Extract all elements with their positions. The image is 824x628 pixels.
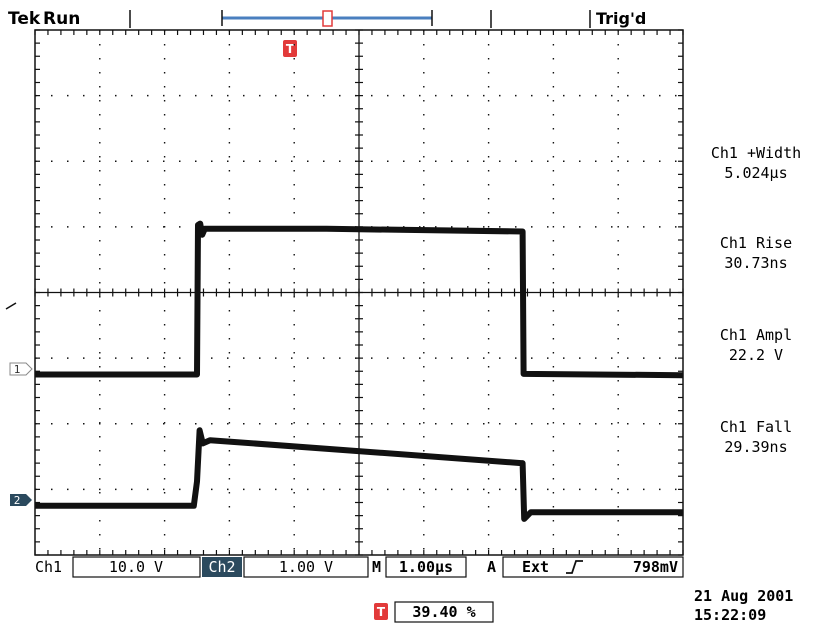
timebase-label: M [372, 558, 381, 576]
measurement-name: Ch1 Rise [720, 234, 792, 252]
measurement-panel: Ch1 +Width 5.024µs Ch1 Rise 30.73ns Ch1 … [711, 144, 801, 456]
svg-text:1: 1 [14, 363, 21, 376]
trigger-mode-label: A [487, 558, 496, 576]
svg-text:1.00µs: 1.00µs [399, 558, 453, 576]
graticule-grid [34, 29, 684, 556]
measurement-value: 30.73ns [724, 254, 787, 272]
trigger-level-tick [5, 302, 17, 310]
svg-text:2: 2 [14, 494, 21, 507]
record-length-bar[interactable] [221, 10, 433, 27]
trigger-position-icon[interactable]: T [283, 40, 297, 57]
ch2-label: Ch2 [202, 557, 242, 577]
svg-text:T: T [377, 605, 386, 619]
rising-edge-icon [566, 560, 583, 574]
run-state: Run [43, 9, 80, 29]
ch1-ground-marker[interactable]: 1 [9, 362, 33, 376]
trigger-state: Trig'd [596, 9, 646, 28]
status-bar: Ch1 10.0 V Ch2 1.00 V M 1.00µs A Ext 798… [35, 556, 684, 578]
header: Tek Run Trig'd T [8, 9, 646, 57]
measurement-name: Ch1 +Width [711, 144, 801, 162]
timebase-field[interactable]: 1.00µs [385, 556, 467, 578]
brand-label: Tek [8, 9, 41, 29]
svg-text:10.0 V: 10.0 V [109, 558, 163, 576]
svg-text:T: T [286, 42, 295, 56]
svg-text:Ch2: Ch2 [208, 558, 235, 576]
trigger-settings-field[interactable]: Ext 798mV [502, 556, 684, 578]
ch1-trace [35, 220, 684, 379]
waveform-traces [35, 220, 684, 522]
ch1-scale-field[interactable]: 10.0 V [72, 556, 201, 578]
ch2-trace [35, 427, 683, 522]
measurement-name: Ch1 Fall [720, 418, 792, 436]
measurement-value: 29.39ns [724, 438, 787, 456]
time-label: 15:22:09 [694, 606, 766, 624]
record-window-marker[interactable] [322, 10, 333, 27]
trigger-source: Ext [522, 558, 549, 576]
ch1-label: Ch1 [35, 558, 62, 576]
ch2-ground-marker[interactable]: 2 [10, 494, 32, 507]
trigger-position-icon [374, 603, 388, 620]
date-label: 21 Aug 2001 [694, 587, 793, 605]
trigger-position-readout[interactable]: T 39.40 % [374, 601, 494, 623]
trigger-level: 798mV [633, 558, 678, 576]
svg-text:39.40 %: 39.40 % [412, 603, 475, 621]
ch2-scale-field[interactable]: 1.00 V [243, 556, 369, 578]
measurement-value: 22.2 V [729, 346, 783, 364]
measurement-name: Ch1 Ampl [720, 326, 792, 344]
svg-text:1.00 V: 1.00 V [279, 558, 333, 576]
measurement-value: 5.024µs [724, 164, 787, 182]
